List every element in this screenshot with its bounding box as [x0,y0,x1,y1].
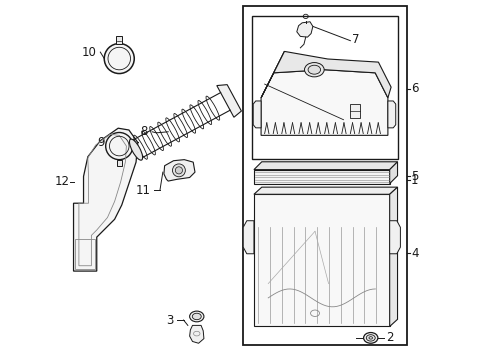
Text: 3: 3 [166,314,173,327]
Polygon shape [297,22,313,37]
Bar [117,36,122,44]
Ellipse shape [369,337,372,339]
Ellipse shape [304,63,324,77]
Text: 5: 5 [411,170,418,183]
Polygon shape [74,128,138,271]
Polygon shape [164,159,195,181]
Polygon shape [261,70,388,135]
Text: 4: 4 [411,247,418,260]
Circle shape [172,164,185,177]
Polygon shape [261,51,285,98]
Polygon shape [253,101,261,128]
Text: 12: 12 [54,175,69,188]
Polygon shape [190,325,204,343]
Bar [252,16,398,158]
Circle shape [175,167,182,174]
Ellipse shape [367,335,375,341]
Ellipse shape [308,65,320,74]
Polygon shape [217,85,242,117]
Bar [254,194,390,327]
Bar [254,170,390,184]
Bar [75,239,95,269]
Polygon shape [243,221,254,254]
Polygon shape [254,187,397,194]
Polygon shape [390,221,400,254]
Polygon shape [390,162,397,184]
Bar [350,104,360,118]
Polygon shape [254,162,397,170]
Text: 2: 2 [386,332,393,345]
Circle shape [106,132,133,159]
Polygon shape [274,51,391,98]
Bar [117,159,122,166]
Text: 1: 1 [411,174,418,186]
Ellipse shape [129,139,143,160]
Ellipse shape [364,333,378,343]
Ellipse shape [192,313,201,320]
Bar [243,6,407,345]
Text: 9: 9 [98,136,105,149]
Text: 11: 11 [135,184,150,197]
Ellipse shape [190,311,204,322]
Text: 6: 6 [411,82,418,95]
Circle shape [104,44,134,73]
Polygon shape [390,187,397,327]
Text: 10: 10 [82,46,97,59]
Text: 7: 7 [352,33,360,46]
Polygon shape [388,101,396,128]
Text: 8: 8 [141,125,148,138]
